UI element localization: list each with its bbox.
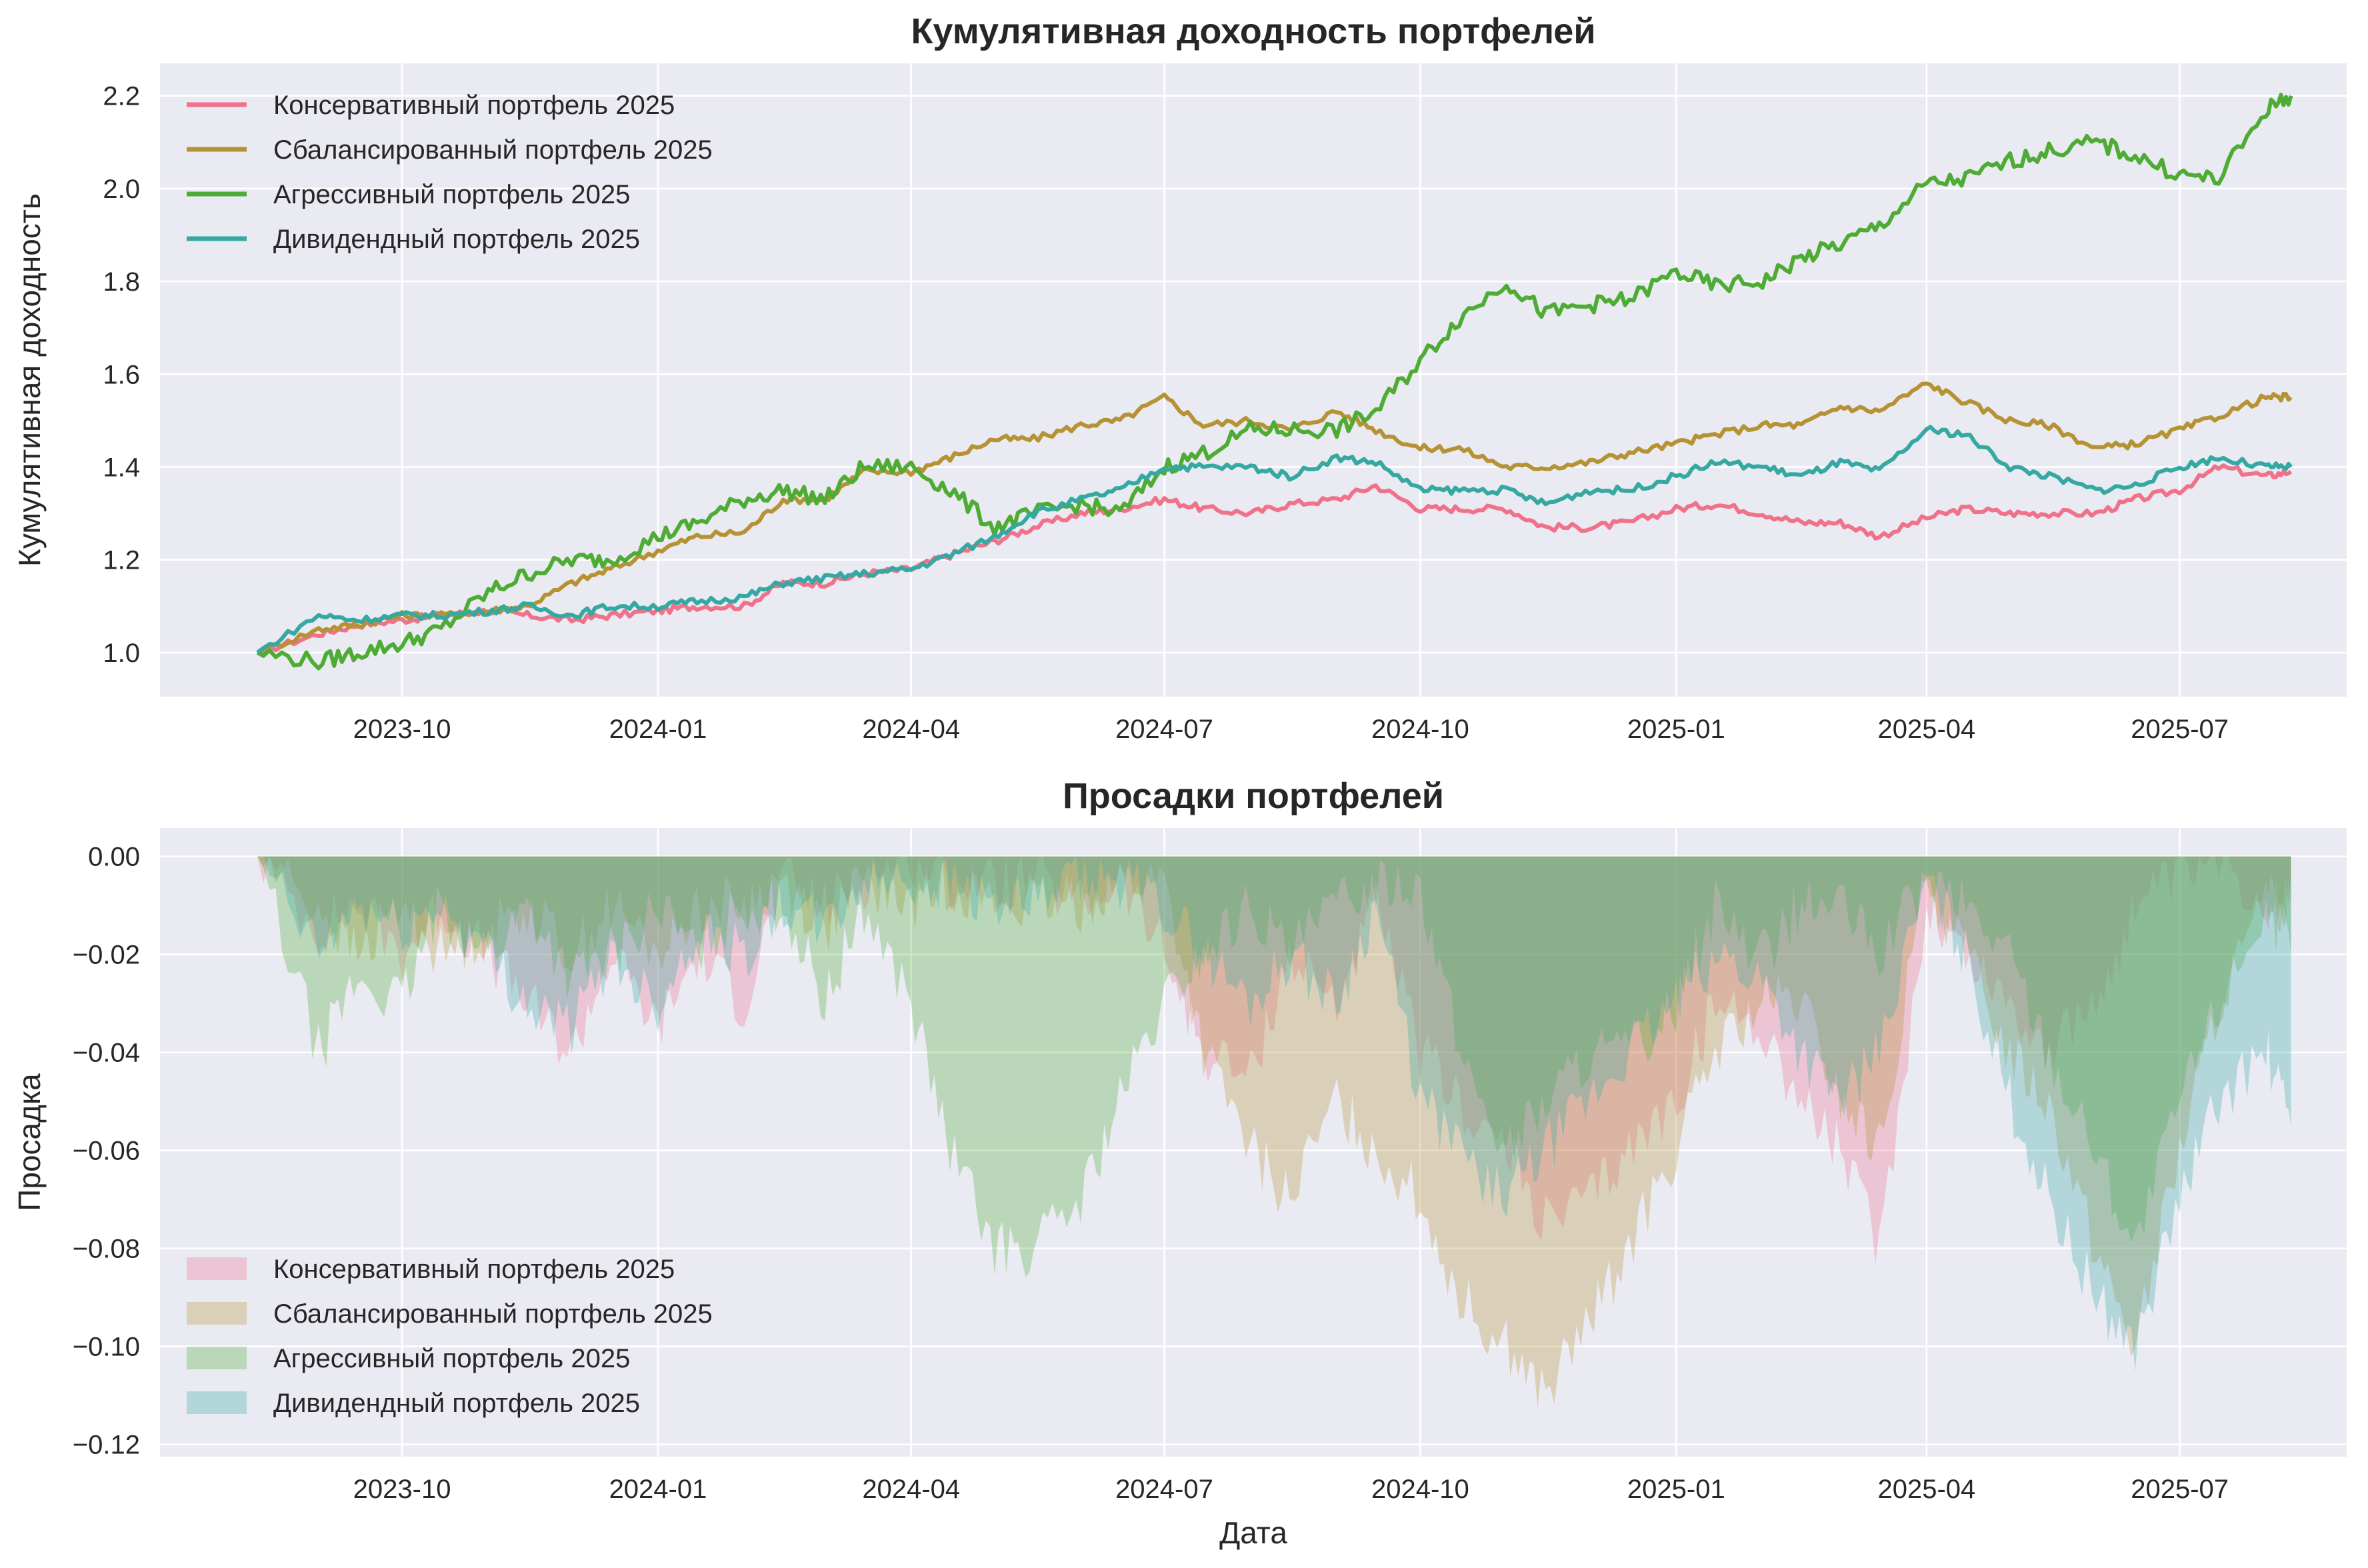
x-tick-label: 2023-10 xyxy=(353,715,451,744)
x-tick-label: 2025-04 xyxy=(1877,1475,1975,1504)
legend-label: Дивидендный портфель 2025 xyxy=(273,1389,640,1418)
y-tick-label: −0.06 xyxy=(73,1137,140,1166)
y-tick-label: 2.0 xyxy=(103,175,140,204)
x-tick-label: 2024-10 xyxy=(1371,1475,1469,1504)
series-area xyxy=(257,856,2291,1264)
legend-swatch xyxy=(187,1391,247,1414)
drawdown-chart: 2023-10 2024-01 2024-04 2024-07 2024-10 2025-… xyxy=(12,776,2347,1550)
x-tick-label: 2024-07 xyxy=(1115,715,1213,744)
x-tick-label: 2024-04 xyxy=(862,715,960,744)
x-tick-label: 2024-01 xyxy=(609,715,707,744)
x-tick-label: 2025-07 xyxy=(2131,1475,2229,1504)
x-tick-label: 2024-07 xyxy=(1115,1475,1213,1504)
chart-title: Просадки портфелей xyxy=(1063,776,1444,816)
y-tick-label: −0.02 xyxy=(73,941,140,970)
y-tick-label: 1.2 xyxy=(103,546,140,575)
cumulative-returns-chart: 2023-10 2024-01 2024-04 2024-07 2024-10 2025-… xyxy=(12,11,2347,744)
y-axis-label: Просадка xyxy=(12,1073,47,1211)
series-area xyxy=(257,856,2291,1278)
series-line xyxy=(256,463,2293,655)
x-tick-label: 2024-01 xyxy=(609,1475,707,1504)
y-tick-label: 1.6 xyxy=(103,360,140,389)
series-line xyxy=(256,425,2293,655)
legend: Консервативный портфель 2025 Сбалансирова… xyxy=(187,1255,713,1418)
x-tick-label: 2024-04 xyxy=(862,1475,960,1504)
legend: Консервативный портфель 2025 Сбалансирова… xyxy=(187,91,713,254)
y-axis-label: Кумулятивная доходность xyxy=(12,193,47,567)
legend-label: Дивидендный портфель 2025 xyxy=(273,225,640,254)
legend-swatch xyxy=(187,1257,247,1280)
x-tick-label: 2025-04 xyxy=(1877,715,1975,744)
x-tick-label: 2025-01 xyxy=(1627,715,1725,744)
y-tick-label: −0.04 xyxy=(73,1039,140,1068)
series-line xyxy=(256,93,2293,671)
y-tick-label: −0.12 xyxy=(73,1431,140,1460)
x-tick-label: 2024-10 xyxy=(1371,715,1469,744)
y-tick-label: −0.10 xyxy=(73,1333,140,1362)
y-tick-label: 1.4 xyxy=(103,453,140,482)
y-tick-label: −0.08 xyxy=(73,1235,140,1264)
legend-label: Консервативный портфель 2025 xyxy=(273,1255,675,1284)
series-layer xyxy=(257,856,2291,1409)
legend-swatch xyxy=(187,1302,247,1325)
y-tick-label: 2.2 xyxy=(103,82,140,111)
y-tick-label: 1.0 xyxy=(103,639,140,668)
series-area xyxy=(257,856,2291,1409)
chart-title: Кумулятивная доходность портфелей xyxy=(911,11,1595,51)
y-tick-label: 0.00 xyxy=(88,843,140,872)
x-tick-label: 2025-01 xyxy=(1627,1475,1725,1504)
legend-label: Консервативный портфель 2025 xyxy=(273,91,675,120)
legend-label: Агрессивный портфель 2025 xyxy=(273,180,630,209)
plot-area xyxy=(160,828,2347,1457)
series-area xyxy=(257,856,2291,1373)
x-axis-label: Дата xyxy=(1219,1515,1287,1550)
x-tick-label: 2023-10 xyxy=(353,1475,451,1504)
legend-label: Сбалансированный портфель 2025 xyxy=(273,1299,713,1329)
series-layer xyxy=(256,93,2293,671)
legend-swatch xyxy=(187,1347,247,1369)
legend-label: Сбалансированный портфель 2025 xyxy=(273,135,713,165)
legend-label: Агрессивный портфель 2025 xyxy=(273,1344,630,1373)
x-tick-label: 2025-07 xyxy=(2131,715,2229,744)
y-tick-label: 1.8 xyxy=(103,267,140,297)
